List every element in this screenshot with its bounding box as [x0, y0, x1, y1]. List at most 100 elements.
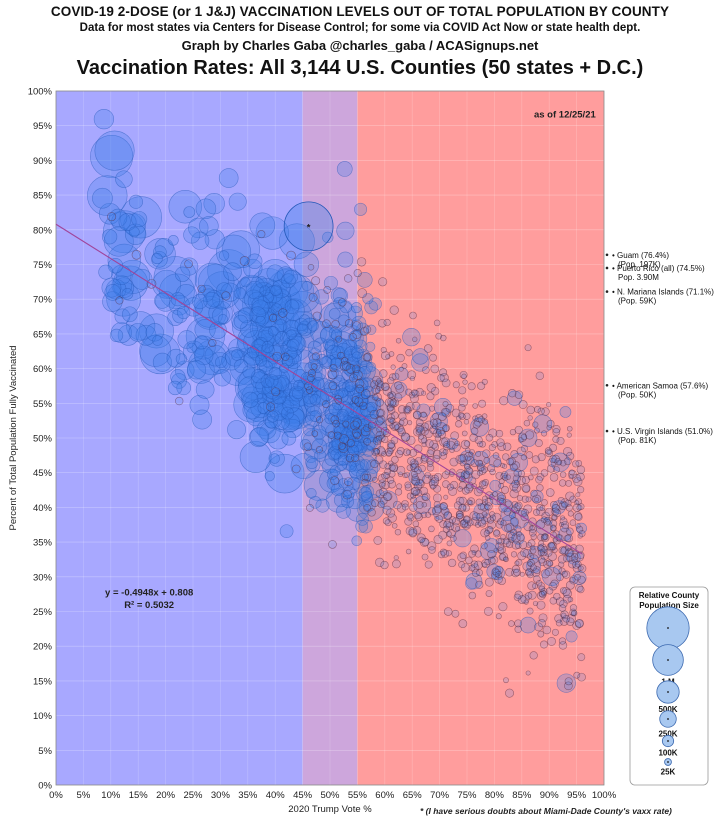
trendline: [55, 223, 583, 555]
data-point: [344, 477, 353, 486]
data-point: [551, 547, 558, 553]
data-point: [234, 287, 247, 300]
data-point: [355, 384, 365, 394]
data-point: [397, 426, 405, 434]
data-point: [481, 561, 488, 568]
data-point: [500, 534, 506, 540]
data-point: [370, 459, 379, 469]
data-point: [203, 291, 221, 309]
territory-population: (Pop. 50K): [618, 390, 657, 399]
data-point: [508, 536, 515, 543]
data-point: [212, 289, 232, 310]
data-point: [547, 542, 556, 551]
data-point: [393, 500, 402, 510]
data-point: [480, 466, 488, 474]
data-point: [255, 315, 266, 326]
data-point: [415, 424, 424, 433]
data-point: [336, 460, 347, 471]
data-point: [343, 486, 356, 499]
data-point: [500, 519, 507, 527]
size-legend-label: 25K: [661, 767, 676, 776]
highlight-point: [283, 201, 334, 252]
data-point: [577, 575, 586, 584]
data-point: [311, 276, 321, 286]
data-point: [351, 351, 362, 362]
data-point: [307, 374, 315, 382]
data-point: [430, 364, 440, 374]
data-point: [564, 681, 573, 691]
data-point: [573, 671, 581, 679]
data-point: [303, 469, 335, 502]
data-point: [404, 517, 413, 526]
data-point: [495, 613, 502, 620]
data-point: [338, 478, 349, 489]
data-point: [410, 470, 418, 478]
data-point: [452, 517, 461, 526]
data-point: [389, 305, 399, 315]
y-tick-label: 65%: [33, 329, 53, 340]
data-point: [284, 299, 300, 314]
data-point: [496, 497, 505, 506]
data-point: [189, 395, 210, 415]
data-point: [331, 320, 340, 329]
data-point: [574, 573, 581, 581]
data-point: [569, 577, 576, 583]
data-point: [492, 452, 500, 459]
data-point: [266, 410, 279, 423]
data-point: [338, 314, 350, 327]
size-legend-dot: [667, 659, 669, 661]
data-point: [506, 457, 514, 466]
data-point: [439, 520, 448, 529]
data-point: [486, 564, 502, 579]
data-point: [458, 619, 468, 628]
data-point: [341, 495, 355, 509]
data-point: [351, 364, 361, 374]
data-point: [433, 493, 442, 503]
data-point: [306, 503, 314, 512]
data-point: [397, 405, 407, 414]
data-point: [406, 464, 413, 471]
data-point: [315, 416, 323, 424]
data-point: [505, 500, 512, 508]
data-point: [360, 389, 371, 399]
data-point: [257, 230, 266, 239]
data-point: [392, 559, 401, 569]
size-legend-dot: [667, 691, 669, 693]
data-point: [480, 528, 490, 538]
data-point: [168, 234, 179, 246]
data-point: [497, 518, 505, 526]
data-point: [293, 251, 320, 277]
y-tick-label: 55%: [33, 399, 53, 410]
data-point: [239, 319, 258, 338]
data-point: [530, 564, 537, 571]
data-point: [577, 672, 586, 682]
data-point: [401, 363, 408, 369]
data-point: [291, 464, 301, 474]
data-point: [414, 456, 423, 465]
data-point: [415, 418, 424, 427]
data-point: [433, 501, 441, 508]
data-point: [322, 354, 337, 369]
data-point: [558, 561, 565, 568]
data-point: [507, 457, 516, 466]
data-point: [299, 314, 311, 326]
data-point: [538, 613, 548, 623]
data-point: [376, 427, 382, 433]
data-point: [511, 568, 520, 578]
data-point: [544, 507, 554, 517]
data-point: [534, 405, 542, 413]
data-point: [336, 415, 350, 429]
data-point: [469, 433, 478, 442]
data-point: [445, 404, 455, 413]
data-point: [333, 493, 349, 508]
data-point: [527, 553, 535, 561]
data-point: [377, 380, 385, 388]
data-point: [546, 587, 554, 595]
data-point: [560, 612, 567, 619]
data-point: [430, 484, 436, 490]
data-point: [376, 377, 382, 384]
data-point: [337, 251, 354, 268]
data-point: [420, 411, 427, 418]
data-point: [405, 349, 413, 357]
data-point: [563, 447, 573, 457]
